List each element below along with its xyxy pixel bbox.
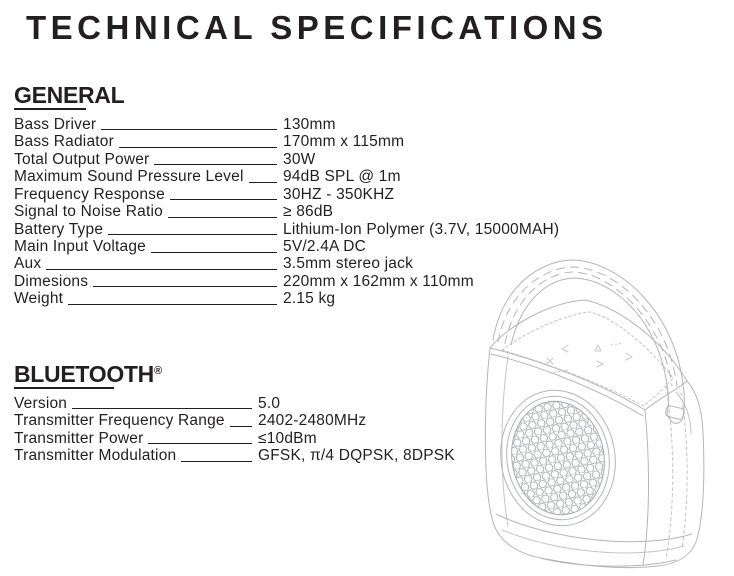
- leader-line: [101, 129, 277, 131]
- spec-label: Signal to Noise Ratio: [14, 203, 163, 221]
- leader-line: [108, 234, 277, 236]
- spec-row: Weight 2.15 kg: [14, 290, 559, 307]
- spec-label: Dimesions: [14, 272, 89, 290]
- spec-row: Signal to Noise Ratio ≥ 86dB: [14, 203, 559, 220]
- spec-label: Transmitter Modulation: [14, 447, 177, 465]
- spec-label: Version: [14, 394, 68, 412]
- spec-label: Aux: [14, 255, 42, 273]
- spec-value: 94dB SPL @ 1m: [283, 168, 401, 186]
- leader-line: [151, 251, 277, 253]
- leader-line: [118, 146, 277, 148]
- leader-line: [148, 443, 252, 445]
- spec-row: Maximum Sound Pressure Level 94dB SPL @ …: [14, 168, 559, 185]
- spec-value: Lithium-Ion Polymer (3.7V, 15000MAH): [283, 220, 560, 238]
- leader-line: [68, 303, 277, 305]
- spec-value: 2.15 kg: [283, 290, 336, 308]
- spec-value: 30HZ - 350KHZ: [283, 185, 395, 203]
- spec-label: Maximum Sound Pressure Level: [14, 168, 244, 186]
- spec-label: Bass Radiator: [14, 133, 114, 151]
- leader-line: [167, 216, 277, 218]
- leader-line: [72, 408, 252, 410]
- leader-line: [229, 425, 252, 427]
- registered-trademark-mark: ®: [153, 365, 162, 377]
- section-heading-text: BLUETOOTH: [14, 361, 154, 387]
- spec-row: Transmitter Power ≤10dBm: [14, 430, 455, 447]
- spec-row: Transmitter Modulation GFSK, π/4 DQPSK, …: [14, 447, 455, 464]
- spec-rows-general: Bass Driver 130mm Bass Radiator 170mm x …: [14, 116, 559, 308]
- spec-label: Transmitter Power: [14, 429, 144, 447]
- speaker-illustration: [480, 252, 734, 576]
- section-heading-bluetooth: BLUETOOTH®: [14, 360, 455, 387]
- spec-label: Bass Driver: [14, 115, 97, 133]
- leader-line: [46, 268, 277, 270]
- spec-row: Battery Type Lithium-Ion Polymer (3.7V, …: [14, 221, 559, 238]
- leader-line: [181, 460, 252, 462]
- heading-underline: [14, 387, 114, 389]
- spec-value: 5V/2.4A DC: [283, 238, 366, 256]
- spec-value: GFSK, π/4 DQPSK, 8DPSK: [258, 447, 455, 465]
- section-general: GENERAL Bass Driver 130mm Bass Radiator …: [14, 84, 559, 308]
- spec-label: Frequency Response: [14, 185, 165, 203]
- spec-row: Bass Radiator 170mm x 115mm: [14, 133, 559, 150]
- spec-value: 220mm x 162mm x 110mm: [283, 272, 474, 290]
- spec-value: 130mm: [283, 115, 336, 133]
- spec-label: Total Output Power: [14, 150, 150, 168]
- section-heading-general: GENERAL: [14, 82, 125, 108]
- spec-value: ≥ 86dB: [283, 203, 334, 221]
- spec-value: 30W: [283, 150, 316, 168]
- leader-line: [93, 286, 277, 288]
- spec-row: Total Output Power 30W: [14, 151, 559, 168]
- spec-value: 5.0: [258, 394, 281, 412]
- spec-value: 170mm x 115mm: [283, 133, 405, 151]
- spec-label: Transmitter Frequency Range: [14, 412, 225, 430]
- speaker-line-art-icon: [484, 259, 705, 569]
- spec-row: Dimesions 220mm x 162mm x 110mm: [14, 273, 559, 290]
- spec-label: Main Input Voltage: [14, 238, 146, 256]
- spec-value: 2402-2480MHz: [258, 412, 367, 430]
- leader-line: [169, 199, 277, 201]
- spec-row: Aux 3.5mm stereo jack: [14, 255, 559, 273]
- heading-underline: [14, 108, 86, 110]
- leader-line: [248, 181, 277, 183]
- leader-line: [154, 164, 277, 166]
- spec-value: ≤10dBm: [258, 429, 317, 447]
- spec-row: Bass Driver 130mm: [14, 116, 559, 133]
- spec-row: Transmitter Frequency Range 2402-2480MHz: [14, 412, 455, 429]
- spec-row: Main Input Voltage 5V/2.4A DC: [14, 238, 559, 255]
- spec-rows-bluetooth: Version 5.0 Transmitter Frequency Range …: [14, 395, 455, 465]
- page-title: TECHNICAL SPECIFICATIONS: [26, 9, 608, 46]
- spec-value: 3.5mm stereo jack: [283, 255, 414, 273]
- spec-label: Battery Type: [14, 220, 104, 238]
- spec-row: Version 5.0: [14, 395, 455, 412]
- spec-label: Weight: [14, 290, 64, 308]
- spec-row: Frequency Response 30HZ - 350KHZ: [14, 186, 559, 203]
- section-bluetooth: BLUETOOTH® Version 5.0 Transmitter Frequ…: [14, 360, 455, 465]
